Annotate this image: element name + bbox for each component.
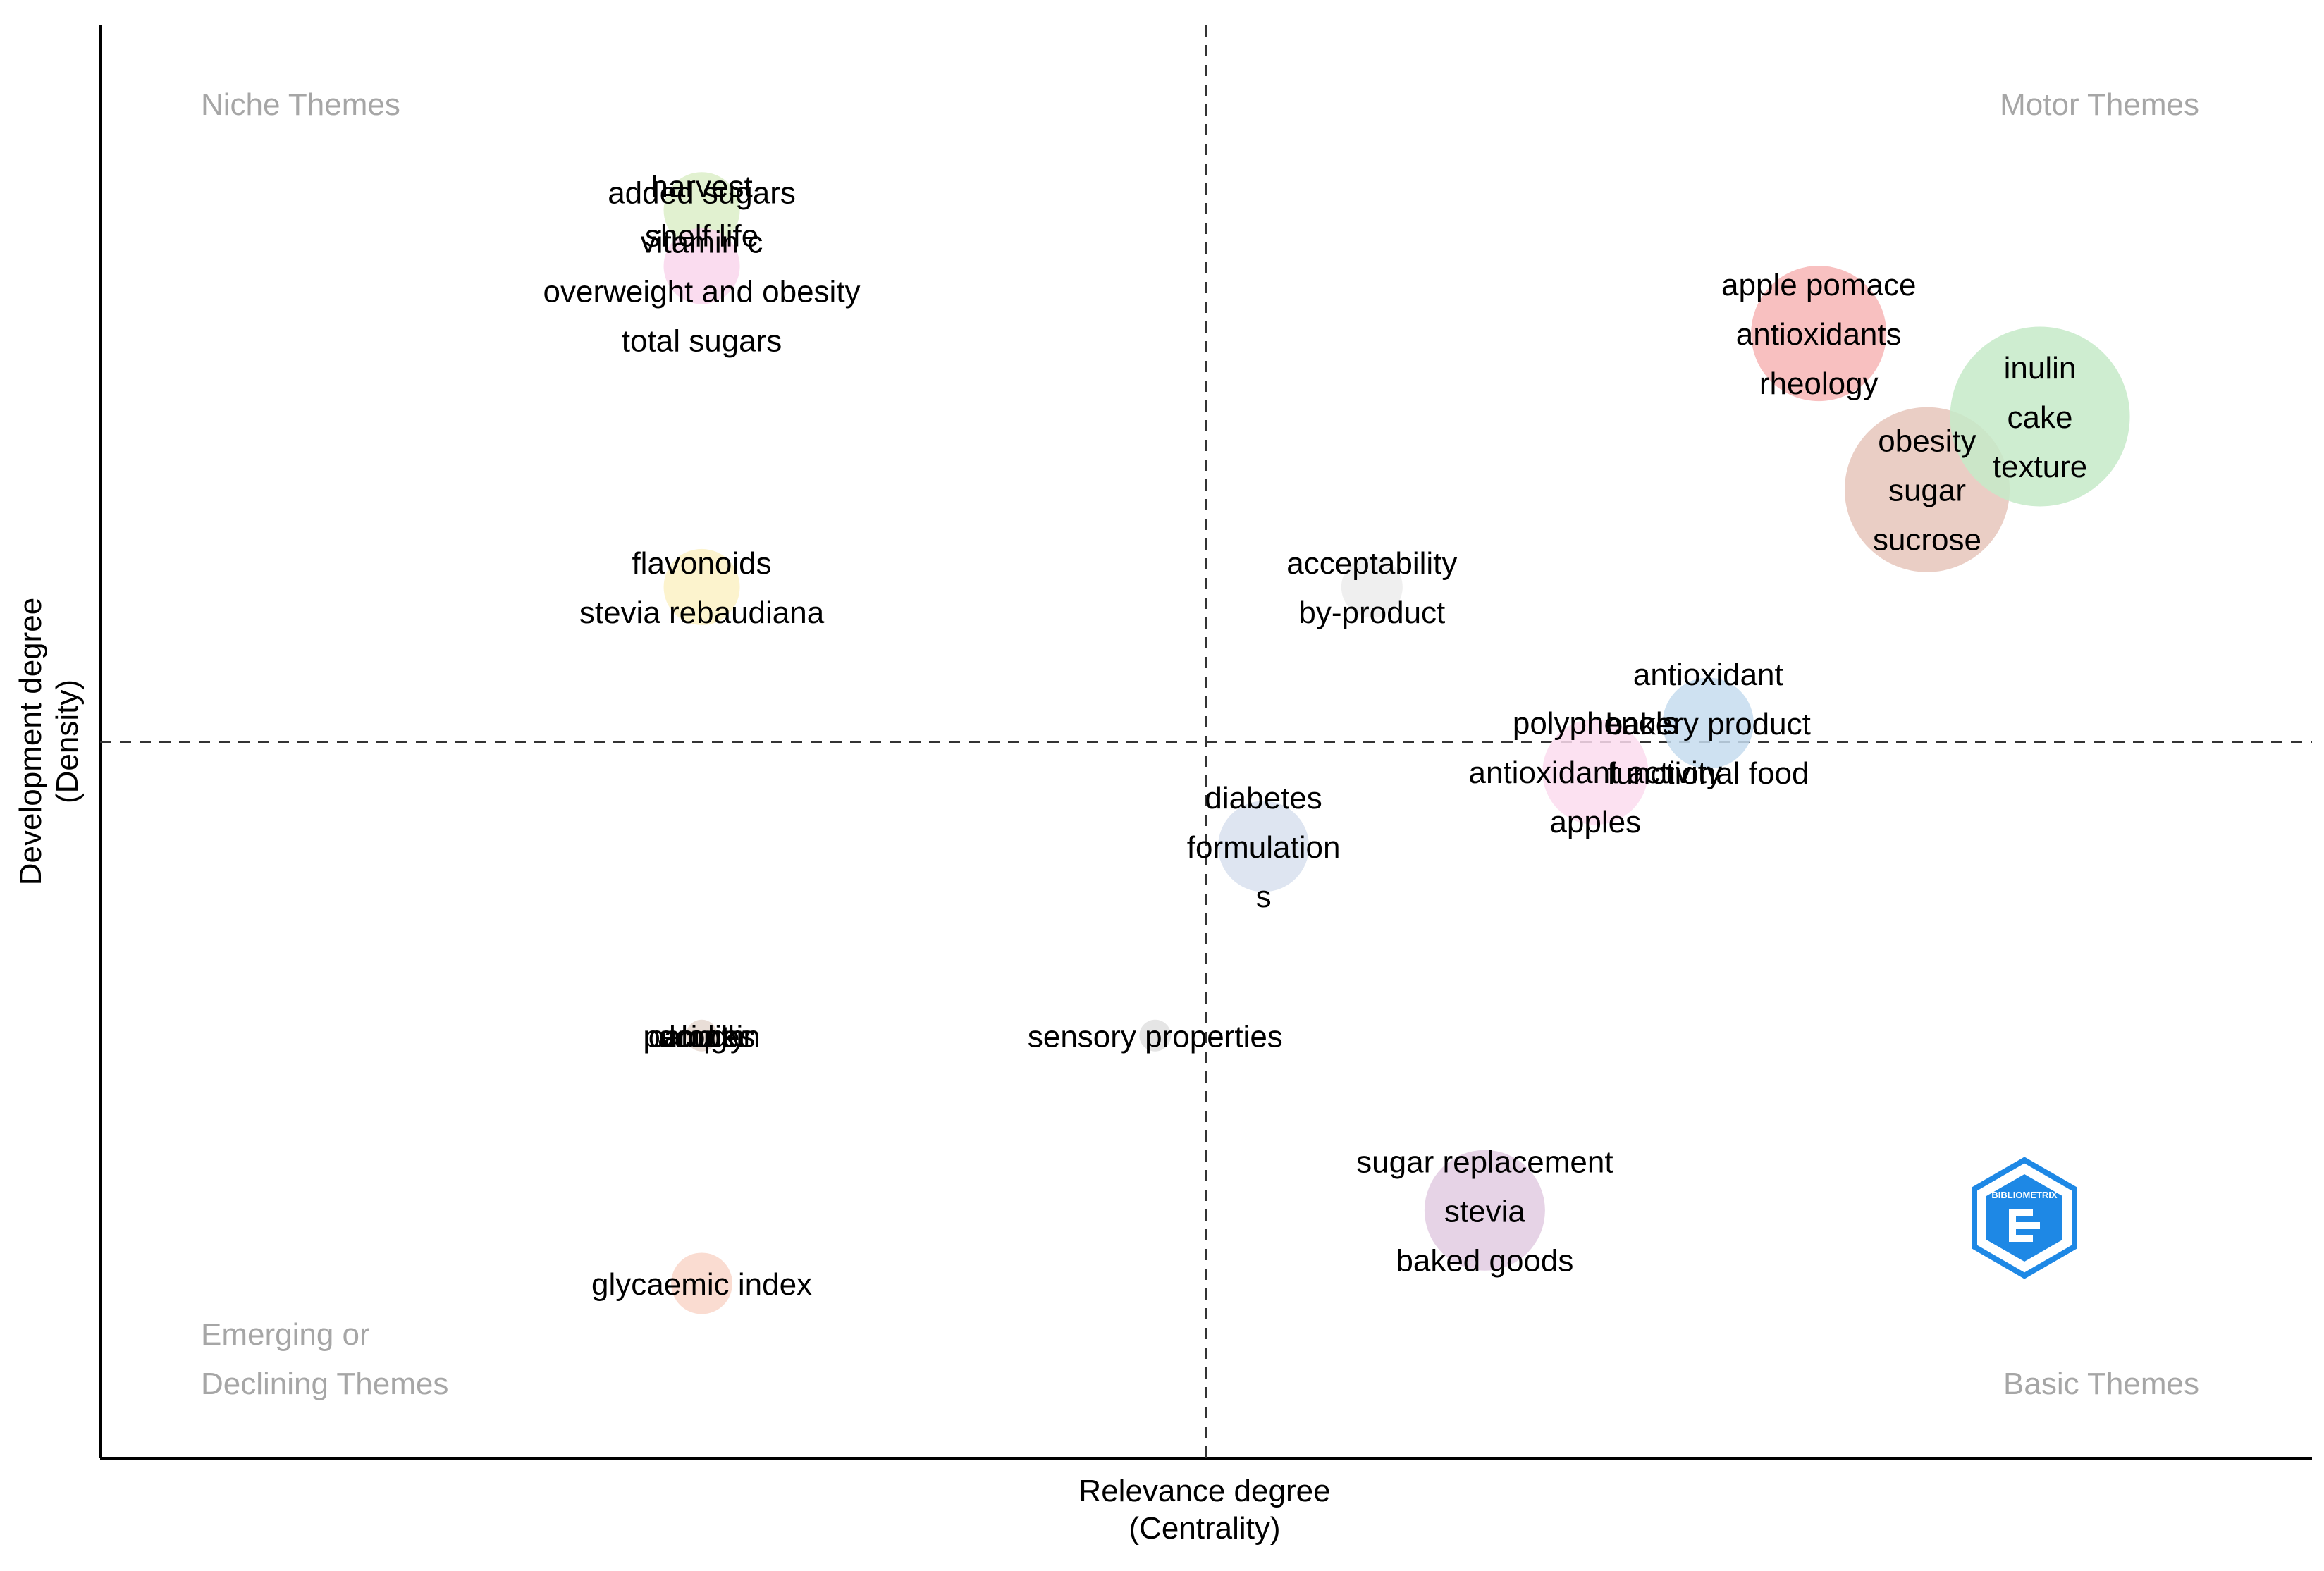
- x-axis-subtitle: (Centrality): [1129, 1511, 1280, 1546]
- cluster-bubble: [1751, 266, 1887, 402]
- quadrant-label-motor: Motor Themes: [2000, 87, 2199, 122]
- cluster-label: antioxidant: [1633, 658, 1783, 692]
- cluster-bubble: [663, 228, 740, 304]
- cluster-label: texture: [1993, 450, 2088, 484]
- bibliometrix-logo: BIBLIOMETRIX: [1972, 1157, 2077, 1279]
- cluster-label: acceptability: [1286, 546, 1457, 581]
- cluster-bubble: [1424, 1150, 1545, 1271]
- cluster-bubble: [1218, 801, 1310, 892]
- cluster-label: total sugars: [622, 324, 782, 359]
- cluster-label: by-product: [1298, 596, 1445, 630]
- cluster-label: apple pomace: [1721, 268, 1916, 302]
- cluster-bubble: [671, 1252, 733, 1314]
- cluster-label: antioxidant activity: [1469, 756, 1723, 790]
- cluster-label: calories: [648, 1019, 756, 1054]
- cluster-label: sugar: [1888, 474, 1966, 508]
- cluster-label: formulation: [1187, 830, 1341, 865]
- cluster-bubble: [663, 172, 740, 249]
- cluster-label: obesity: [1878, 424, 1976, 459]
- cluster-label: glycaemic index: [591, 1267, 812, 1302]
- cluster-label: baked goods: [1396, 1243, 1573, 1278]
- cluster-label: harvest: [651, 169, 752, 204]
- cluster-label: rheology: [1759, 366, 1879, 401]
- cluster-label: inulin: [2004, 351, 2077, 386]
- logo-mark-stem: [2009, 1209, 2016, 1242]
- cluster-bubble: [1139, 1019, 1172, 1052]
- logo-text: BIBLIOMETRIX: [1991, 1190, 2057, 1200]
- quadrant-label-basic: Basic Themes: [2003, 1367, 2199, 1401]
- logo-mark-bar2: [2009, 1222, 2040, 1229]
- cluster-bubble: [1950, 326, 2130, 507]
- cluster-label: acidity: [658, 1019, 746, 1054]
- cluster-label: apples: [1549, 805, 1641, 839]
- cluster-label: shelf life: [645, 218, 758, 253]
- cluster-label: bakery product: [1606, 707, 1811, 741]
- cluster-label: antioxidants: [1736, 317, 1902, 352]
- cluster-labels: harvest shelf life added sugars vitamin c ov…: [543, 169, 2088, 1302]
- quadrant-label-emerging-line1: Emerging or: [201, 1317, 370, 1352]
- cluster-label: sugar replacement: [1356, 1145, 1613, 1179]
- cluster-label: overweight and obesity: [543, 275, 861, 309]
- cluster-bubble: [1341, 556, 1403, 618]
- cluster-bubbles: [663, 172, 2130, 1314]
- cluster-label: added sugars: [608, 176, 796, 211]
- logo-mark-bar3: [2009, 1235, 2033, 1242]
- cluster-bubble: [1662, 677, 1754, 769]
- cluster-label: vitamin c: [641, 226, 763, 260]
- cluster-label: dough: [658, 1019, 744, 1054]
- cluster-label: stevia rebaudiana: [579, 596, 825, 630]
- cluster-label: s: [1256, 880, 1272, 914]
- cluster-label: diabetes: [1205, 781, 1322, 815]
- cluster-label: cake: [2008, 400, 2073, 435]
- cluster-label: polyphenols: [1513, 706, 1678, 741]
- cluster-bubble: [1542, 719, 1649, 825]
- logo-hexagon-inner: [1986, 1174, 2062, 1262]
- cluster-label: pumpkin: [643, 1019, 760, 1054]
- x-axis-title: Relevance degree: [1078, 1474, 1330, 1508]
- cluster-label: sucrose: [1873, 523, 1981, 557]
- quadrant-label-niche: Niche Themes: [201, 87, 400, 122]
- cluster-label: functional food: [1607, 756, 1809, 791]
- cluster-label: stevia: [1444, 1194, 1525, 1228]
- y-axis-title: Development degree: [13, 598, 48, 885]
- cluster-label: sensory properties: [1028, 1019, 1283, 1054]
- cluster-bubble: [663, 548, 740, 625]
- cluster-label: flavonoids: [632, 546, 771, 581]
- logo-mark-bar1: [2009, 1209, 2033, 1216]
- quadrant-label-emerging-line2: Declining Themes: [201, 1367, 448, 1401]
- cluster-bubble: [686, 1019, 718, 1052]
- y-axis-subtitle: (Density): [50, 679, 85, 803]
